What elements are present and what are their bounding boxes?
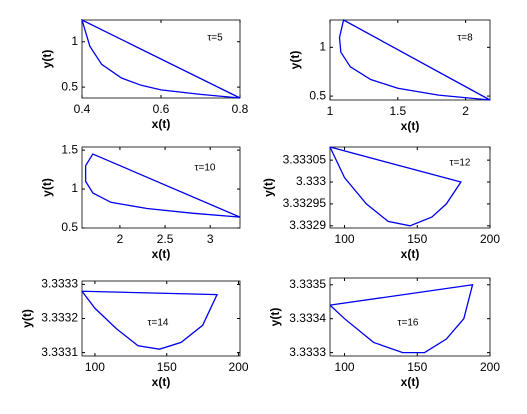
annotation: τ=14 bbox=[148, 318, 169, 329]
x-axis-label: x(t) bbox=[152, 375, 171, 389]
x-tick-label: 2.5 bbox=[157, 232, 174, 246]
annotation: τ=16 bbox=[398, 318, 419, 329]
y-tick-label: 1 bbox=[71, 34, 78, 48]
x-tick-label: 200 bbox=[480, 360, 500, 374]
curve bbox=[338, 19, 491, 101]
y-tick-label: 1 bbox=[71, 181, 78, 195]
x-tick-label: 200 bbox=[480, 232, 500, 246]
y-tick-label: 0.5 bbox=[61, 220, 78, 234]
y-tick-label: 1.5 bbox=[61, 142, 78, 156]
y-tick-label: 0.5 bbox=[309, 88, 326, 102]
annotation: τ=10 bbox=[195, 163, 216, 174]
y-tick-label: 3.3333 bbox=[289, 345, 326, 359]
x-tick-label: 2 bbox=[117, 232, 124, 246]
x-axis-label: x(t) bbox=[401, 247, 420, 261]
x-tick-label: 2 bbox=[462, 104, 469, 118]
x-axis-label: x(t) bbox=[401, 119, 420, 133]
axes-frame bbox=[329, 277, 491, 357]
y-axis-label: y(t) bbox=[288, 51, 302, 70]
x-tick-label: 100 bbox=[335, 232, 355, 246]
x-tick-label: 3 bbox=[207, 232, 214, 246]
x-tick-label: 150 bbox=[407, 232, 427, 246]
y-tick-label: 0.5 bbox=[61, 79, 78, 93]
y-axis-label: y(t) bbox=[40, 50, 54, 69]
y-axis-label: y(t) bbox=[261, 178, 275, 197]
x-tick-label: 100 bbox=[85, 360, 105, 374]
curve bbox=[329, 284, 474, 354]
x-tick-label: 100 bbox=[335, 360, 355, 374]
annotation: τ=12 bbox=[450, 158, 471, 169]
axes-frame bbox=[81, 146, 241, 229]
y-tick-label: 3.3333 bbox=[41, 277, 78, 291]
x-tick-label: 1.5 bbox=[389, 104, 406, 118]
y-axis-label: y(t) bbox=[40, 178, 54, 197]
x-tick-label: 150 bbox=[157, 360, 177, 374]
y-tick-label: 3.33295 bbox=[283, 196, 327, 210]
annotation: τ=8 bbox=[457, 33, 473, 44]
axes-frame bbox=[329, 19, 491, 101]
y-tick-label: 3.333 bbox=[296, 174, 326, 188]
annotation: τ=5 bbox=[207, 33, 223, 44]
curve bbox=[84, 153, 241, 218]
y-tick-label: 3.3329 bbox=[289, 218, 326, 232]
y-axis-label: y(t) bbox=[20, 309, 34, 328]
x-tick-label: 150 bbox=[407, 360, 427, 374]
x-axis-label: x(t) bbox=[152, 117, 171, 131]
curve bbox=[329, 146, 462, 227]
x-axis-label: x(t) bbox=[152, 247, 171, 261]
curve bbox=[80, 18, 241, 99]
y-tick-label: 1 bbox=[319, 39, 326, 53]
y-tick-label: 3.3334 bbox=[289, 311, 326, 325]
x-tick-label: 0.4 bbox=[74, 102, 91, 116]
axes-frame bbox=[329, 146, 491, 229]
x-tick-label: 0.6 bbox=[153, 102, 170, 116]
x-tick-label: 0.8 bbox=[232, 102, 249, 116]
y-tick-label: 3.3335 bbox=[289, 277, 326, 291]
y-tick-label: 3.33305 bbox=[283, 152, 327, 166]
y-tick-label: 3.3332 bbox=[41, 311, 78, 325]
x-tick-label: 1 bbox=[327, 104, 334, 118]
y-tick-label: 3.3331 bbox=[41, 345, 78, 359]
y-axis-label: y(t) bbox=[268, 308, 282, 327]
curve bbox=[81, 290, 219, 350]
x-tick-label: 200 bbox=[229, 360, 249, 374]
x-axis-label: x(t) bbox=[401, 375, 420, 389]
